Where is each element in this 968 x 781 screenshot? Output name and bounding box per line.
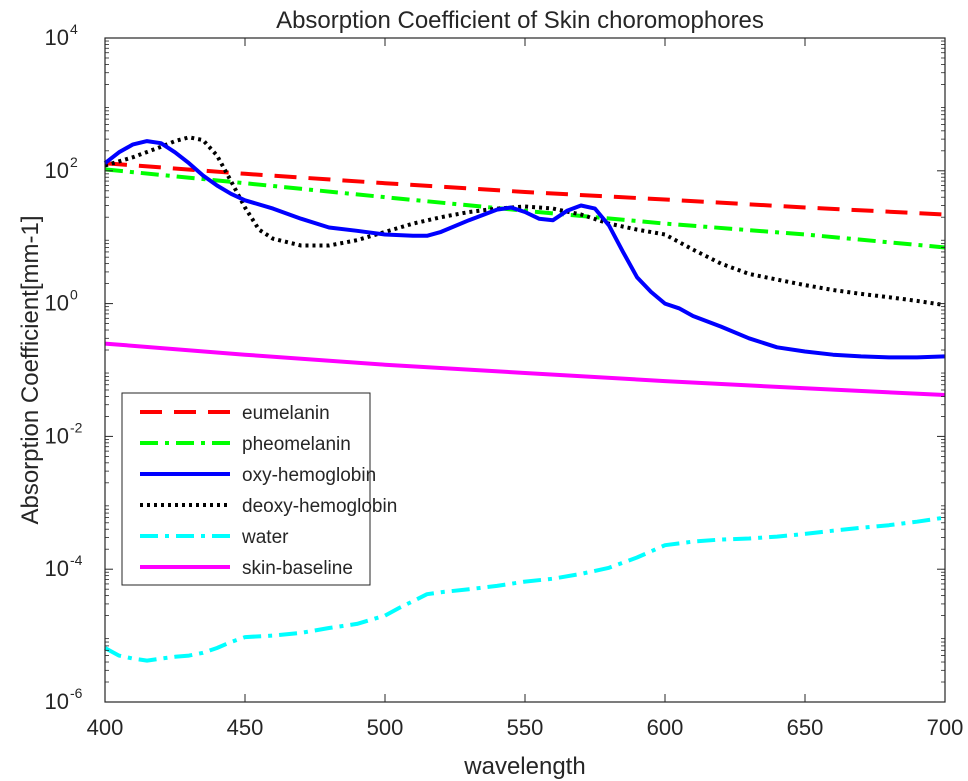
- y-tick-label: 10: [45, 689, 69, 714]
- x-tick-label: 650: [787, 715, 824, 740]
- legend-label-water: water: [241, 527, 289, 548]
- y-tick-label: 10: [45, 291, 69, 316]
- series-layer: [103, 135, 946, 663]
- y-axis-label: Absorption Coefficient[mm-1]: [17, 215, 44, 524]
- legend-label-pheomelanin: pheomelanin: [242, 434, 351, 455]
- series-line-oxy-hemoglobin: [103, 139, 946, 360]
- legend-label-skin-baseline: skin-baseline: [242, 558, 353, 579]
- y-tick-exponent: 4: [70, 21, 78, 37]
- x-tick-label: 400: [87, 715, 124, 740]
- x-tick-label: 600: [647, 715, 684, 740]
- y-tick-exponent: -6: [70, 685, 83, 701]
- series-line-eumelanin: [104, 161, 946, 217]
- chart-title: Absorption Coefficient of Skin choromoph…: [276, 7, 764, 34]
- legend-label-oxy-hemoglobin: oxy-hemoglobin: [242, 465, 376, 486]
- y-tick-exponent: -2: [70, 419, 83, 435]
- x-tick-label: 550: [507, 715, 544, 740]
- plot-area: [105, 38, 945, 702]
- x-tick-label: 700: [927, 715, 964, 740]
- series-line-skin-baseline: [104, 341, 946, 397]
- x-tick-label: 450: [227, 715, 264, 740]
- series-line-deoxy-hemoglobin: [104, 135, 946, 308]
- y-tick-label: 10: [45, 158, 69, 183]
- y-tick-label: 10: [45, 423, 69, 448]
- y-tick-label: 10: [45, 556, 69, 581]
- series-line-water: [104, 515, 946, 663]
- y-tick-exponent: 0: [70, 287, 78, 303]
- legend-box: [121, 392, 371, 586]
- y-tick-exponent: 2: [70, 154, 78, 170]
- x-axis-label: wavelength: [463, 753, 585, 780]
- legend: eumelanin pheomelanin oxy-hemoglobin deoxy-…: [121, 392, 397, 586]
- y-tick-exponent: -4: [70, 552, 83, 568]
- x-tick-label: 500: [367, 715, 404, 740]
- y-tick-label: 10: [45, 25, 69, 50]
- legend-label-eumelanin: eumelanin: [242, 403, 330, 424]
- x-axis-ticks: 400 450 500 550 600 650 700: [87, 38, 964, 740]
- legend-label-deoxy-hemoglobin: deoxy-hemoglobin: [242, 496, 397, 517]
